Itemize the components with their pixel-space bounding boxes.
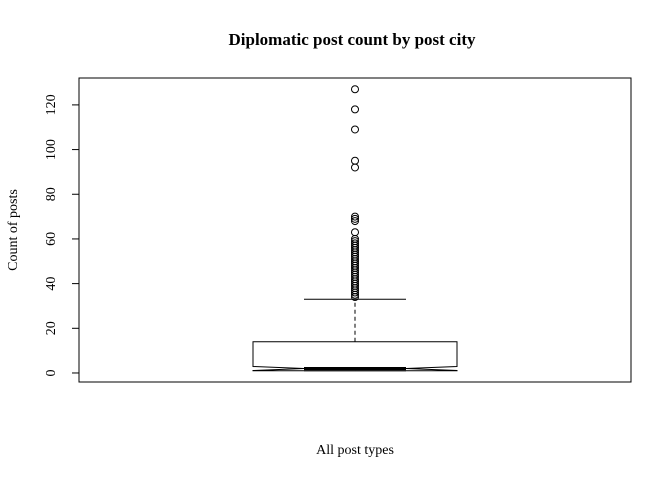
outlier — [351, 85, 359, 94]
y-tick-label: 80 — [44, 187, 59, 201]
y-tick-label: 120 — [44, 94, 59, 115]
outlier — [351, 288, 359, 297]
chart-title: Diplomatic post count by post city — [229, 30, 476, 49]
y-tick-label: 40 — [44, 277, 59, 291]
outlier — [351, 228, 359, 237]
outlier — [351, 290, 359, 299]
y-tick-label: 0 — [44, 369, 59, 376]
outlier — [351, 163, 359, 172]
x-axis-label: All post types — [316, 443, 394, 458]
outlier — [351, 212, 359, 221]
outlier — [351, 293, 359, 302]
plot-frame — [78, 77, 632, 383]
y-axis-label: Count of posts — [6, 189, 21, 271]
outlier — [351, 156, 359, 165]
y-tick-label: 100 — [44, 139, 59, 160]
outlier — [351, 105, 359, 114]
y-tick-label: 20 — [44, 321, 59, 335]
outlier — [351, 217, 359, 226]
outlier — [351, 125, 359, 134]
box — [252, 341, 458, 372]
outlier — [351, 214, 359, 223]
y-tick-label: 60 — [44, 232, 59, 246]
